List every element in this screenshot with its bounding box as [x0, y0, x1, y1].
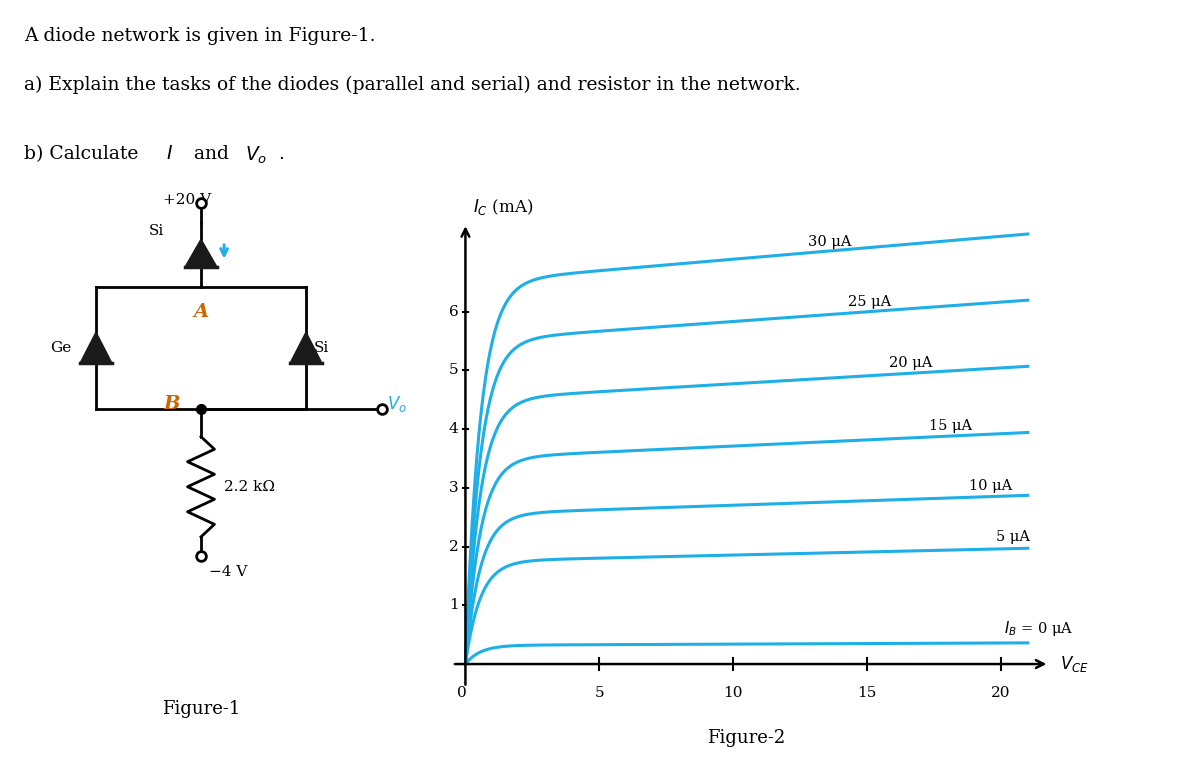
- Text: .: .: [278, 145, 284, 163]
- Text: Figure-1: Figure-1: [162, 700, 240, 719]
- Text: Figure-2: Figure-2: [708, 728, 786, 747]
- Text: 30 μA: 30 μA: [809, 235, 852, 248]
- Text: 15: 15: [858, 687, 877, 700]
- Text: 1: 1: [449, 598, 458, 613]
- Polygon shape: [290, 332, 322, 363]
- Text: 2: 2: [449, 539, 458, 553]
- Text: $V_{CE}$: $V_{CE}$: [1060, 654, 1088, 674]
- Text: 4: 4: [449, 422, 458, 436]
- Text: Si: Si: [149, 224, 163, 238]
- Text: 5: 5: [594, 687, 604, 700]
- Text: 20 μA: 20 μA: [888, 357, 932, 370]
- Text: $I$: $I$: [167, 145, 174, 163]
- Polygon shape: [185, 239, 217, 267]
- Text: b) Calculate: b) Calculate: [24, 145, 144, 163]
- Text: 25 μA: 25 μA: [848, 295, 892, 309]
- Text: 6: 6: [449, 305, 458, 319]
- Text: 5: 5: [449, 363, 458, 377]
- Text: B: B: [163, 395, 180, 414]
- Text: a) Explain the tasks of the diodes (parallel and serial) and resistor in the net: a) Explain the tasks of the diodes (para…: [24, 76, 800, 94]
- Text: Si: Si: [313, 341, 329, 354]
- Text: $V_o$: $V_o$: [386, 395, 407, 415]
- Text: −4 V: −4 V: [210, 565, 247, 578]
- Text: 5 μA: 5 μA: [996, 530, 1030, 545]
- Text: 10: 10: [724, 687, 743, 700]
- Text: 2.2 kΩ: 2.2 kΩ: [224, 480, 275, 494]
- Text: A diode network is given in Figure-1.: A diode network is given in Figure-1.: [24, 27, 376, 46]
- Text: 20: 20: [991, 687, 1010, 700]
- Text: Ge: Ge: [50, 341, 71, 354]
- Polygon shape: [80, 332, 112, 363]
- Text: 0: 0: [456, 687, 467, 700]
- Text: +20 V: +20 V: [163, 194, 211, 207]
- Text: 10 μA: 10 μA: [968, 479, 1012, 493]
- Text: A: A: [193, 303, 209, 321]
- Text: and: and: [188, 145, 235, 163]
- Text: 3: 3: [449, 481, 458, 495]
- Text: $I_B$ = 0 μA: $I_B$ = 0 μA: [1003, 620, 1073, 639]
- Text: 15 μA: 15 μA: [929, 418, 972, 433]
- Text: $V_o$: $V_o$: [245, 145, 268, 166]
- Text: $I_C$ (mA): $I_C$ (mA): [474, 197, 534, 217]
